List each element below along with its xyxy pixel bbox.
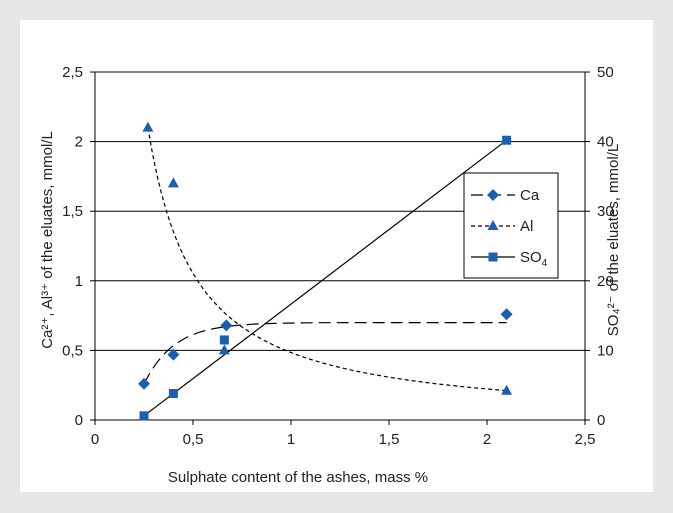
legend-marker [487,189,499,201]
y-left-tick-label: 1,5 [62,203,83,220]
y-left-tick-label: 1 [75,273,83,290]
x-tick-label: 1 [287,431,295,448]
so4-point [219,335,229,345]
y-right-tick-label: 40 [597,134,614,151]
series-markers [138,121,513,421]
series-lines [143,127,507,417]
so4-point [139,411,149,421]
legend-marker [487,220,499,230]
al-point [142,121,154,132]
y-left-tick-label: 2 [75,134,83,151]
so4-point [168,389,178,399]
legend-label: SO4 [520,249,548,269]
legend-label: Al [520,218,533,235]
x-axis-title: Sulphate content of the ashes, mass % [168,469,428,486]
y-axis-right-title: SO₄²⁻ of the eluates, mmol/L [605,144,622,336]
so4-point [502,135,512,145]
y-right-tick-label: 50 [597,64,614,81]
series-al-trendline [147,127,507,392]
legend-label: Ca [520,187,540,204]
legend-marker [488,252,498,262]
ca-point [220,319,233,332]
x-tick-label: 0,5 [183,431,204,448]
y-right-tick-label: 0 [597,412,605,429]
ca-point [500,308,513,321]
y-right-tick-label: 10 [597,342,614,359]
x-tick-label: 1,5 [379,431,400,448]
y-left-tick-label: 0,5 [62,342,83,359]
y-axis-left-title: Ca²⁺, Al³⁺ of the eluates, mmol/L [39,131,56,349]
x-tick-label: 2 [483,431,491,448]
y-left-tick-label: 0 [75,412,83,429]
series-so4-trendline [143,139,507,417]
al-point [167,177,179,188]
x-tick-label: 2,5 [575,431,596,448]
al-point [501,384,513,395]
ca-point [167,348,180,361]
al-point [218,344,230,355]
series-ca-trendline [143,322,507,385]
legend: Ca Al SO4 [463,172,559,279]
y-right-tick-label: 20 [597,273,614,290]
x-tick-label: 0 [91,431,99,448]
ca-point [138,377,150,390]
chart-frame: 0 0,5 1 1,5 2 2,5 0 0,5 1 1,5 2 2,5 0 10 20 30 40 50 Sulp… [20,20,653,492]
axes-layer [90,71,590,425]
y-left-tick-label: 2,5 [62,64,83,81]
y-right-tick-label: 30 [597,203,614,220]
